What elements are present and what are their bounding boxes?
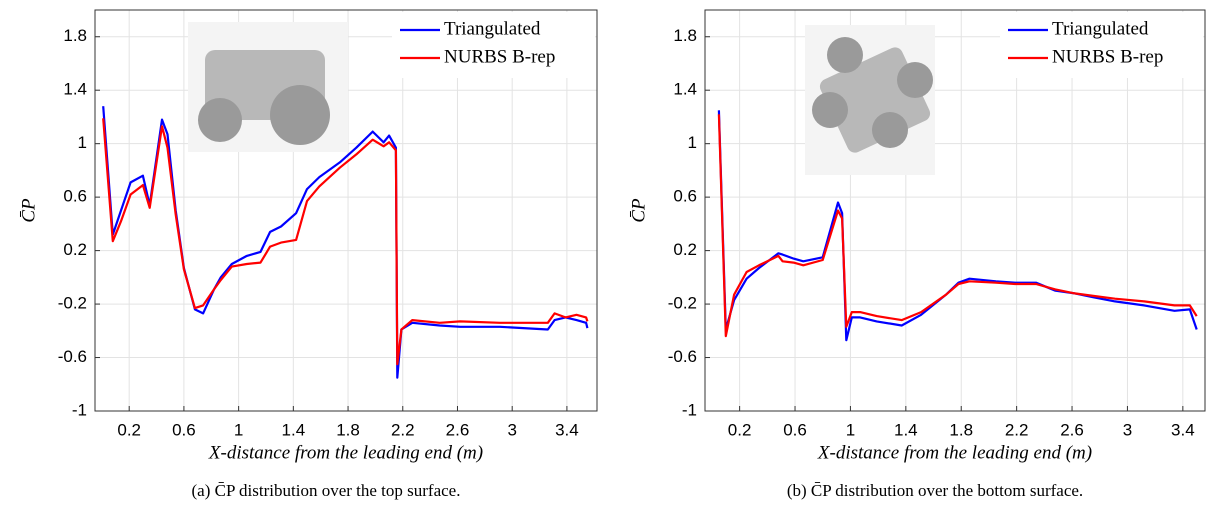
x-tick-label: 0.6 [783, 420, 807, 439]
y-tick-label: 1.8 [673, 26, 697, 45]
series-line [102, 118, 589, 366]
y-tick-label: -0.2 [58, 294, 87, 313]
series-line [102, 106, 589, 379]
y-tick-label: -1 [682, 400, 697, 419]
x-tick-label: 1 [846, 420, 855, 439]
y-tick-label: 0.6 [63, 187, 87, 206]
y-tick-label: 0.2 [673, 240, 697, 259]
x-tick-label: 2.6 [1060, 420, 1084, 439]
x-tick-label: 3.4 [555, 420, 579, 439]
inset-image [188, 22, 348, 152]
y-tick-label: 1 [688, 133, 697, 152]
plot-frame [94, 9, 598, 412]
x-tick-label: 0.2 [728, 420, 752, 439]
y-axis-label: C̄P [628, 198, 649, 223]
y-tick-label: -1 [72, 400, 87, 419]
series-line [717, 114, 1198, 338]
legend-box [392, 12, 595, 78]
x-tick-label: 1.4 [894, 420, 918, 439]
x-axis-label: X-distance from the leading end (m) [208, 442, 483, 463]
x-tick-label: 0.2 [117, 420, 141, 439]
x-tick-label: 3 [507, 420, 516, 439]
y-tick-label: 1 [78, 133, 87, 152]
x-tick-label: 2.2 [1005, 420, 1029, 439]
y-tick-label: 1.4 [673, 80, 697, 99]
x-tick-label: 3.4 [1171, 420, 1195, 439]
y-tick-label: -0.6 [668, 347, 697, 366]
x-tick-label: 3 [1123, 420, 1132, 439]
inset-image [805, 25, 935, 175]
y-tick-label: 0.2 [63, 240, 87, 259]
x-tick-label: 2.2 [391, 420, 415, 439]
x-tick-label: 1.8 [336, 420, 360, 439]
x-tick-label: 1.8 [949, 420, 973, 439]
x-tick-label: 1 [234, 420, 243, 439]
plot-frame [704, 9, 1206, 412]
series-line [717, 110, 1198, 342]
caption: (a) C̄P distribution over the top surfac… [192, 481, 461, 500]
y-tick-label: 1.8 [63, 26, 87, 45]
legend-label: Triangulated [444, 18, 541, 39]
y-tick-label: 0.6 [673, 187, 697, 206]
y-tick-label: -0.2 [668, 294, 697, 313]
legend-label: NURBS B-rep [1052, 46, 1163, 67]
x-tick-label: 2.6 [446, 420, 470, 439]
y-tick-label: 1.4 [63, 80, 87, 99]
legend-label: Triangulated [1052, 18, 1149, 39]
chart: -1 -0.6 -0.2 0.2 0.6 1 1.4 1.8 0.2 0.6 1 1.4 1.8 2.2 2… [628, 9, 1206, 500]
legend-label: NURBS B-rep [444, 46, 555, 67]
x-axis-label: X-distance from the leading end (m) [817, 442, 1092, 463]
x-tick-label: 0.6 [172, 420, 196, 439]
legend-box [1000, 12, 1203, 78]
y-tick-label: -0.6 [58, 347, 87, 366]
x-tick-label: 1.4 [282, 420, 306, 439]
caption: (b) C̄P distribution over the bottom sur… [787, 481, 1083, 500]
y-axis-label: C̄P [18, 198, 39, 223]
